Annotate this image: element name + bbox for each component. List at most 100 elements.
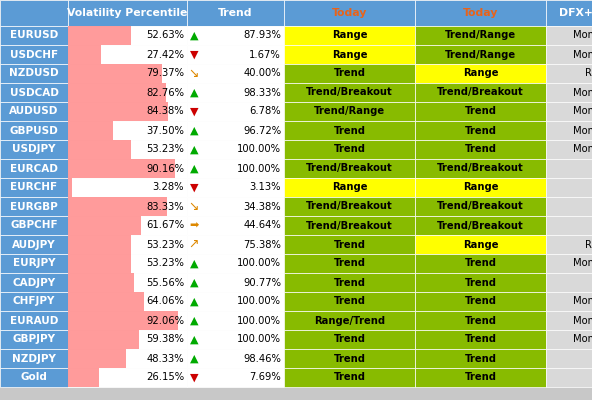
Bar [68, 292, 187, 311]
Text: 59.38%: 59.38% [146, 334, 184, 344]
Text: 90.77%: 90.77% [243, 278, 281, 288]
Bar [415, 330, 546, 349]
Bar [0, 216, 68, 235]
Bar [187, 216, 284, 235]
Text: CADJPY: CADJPY [12, 278, 56, 288]
Bar [415, 368, 546, 387]
Bar [187, 292, 284, 311]
Text: Trend/Breakout: Trend/Breakout [306, 202, 393, 212]
Text: 6.78%: 6.78% [249, 106, 281, 116]
Text: Trend: Trend [333, 334, 365, 344]
Bar [284, 311, 415, 330]
Bar [546, 64, 592, 83]
Text: Trend: Trend [465, 316, 497, 326]
Text: Momentum2: Momentum2 [572, 144, 592, 154]
Text: Momentum2: Momentum2 [572, 126, 592, 136]
Text: 61.67%: 61.67% [146, 220, 184, 230]
Text: Range: Range [332, 30, 367, 40]
Text: ▼: ▼ [190, 182, 198, 192]
Text: 1.67%: 1.67% [249, 50, 281, 60]
Bar [68, 273, 134, 292]
Text: EURCHF: EURCHF [11, 182, 57, 192]
Bar [187, 349, 284, 368]
Text: ▲: ▲ [190, 126, 198, 136]
Bar [0, 311, 68, 330]
Bar [187, 64, 284, 83]
Bar [68, 216, 141, 235]
Text: 3.28%: 3.28% [153, 182, 184, 192]
Bar [415, 178, 546, 197]
Text: Trend: Trend [465, 278, 497, 288]
Bar [68, 159, 187, 178]
Bar [68, 102, 187, 121]
Text: Trend/Breakout: Trend/Breakout [306, 164, 393, 174]
Bar [284, 235, 415, 254]
Text: 83.33%: 83.33% [146, 202, 184, 212]
Bar [68, 197, 187, 216]
Bar [0, 292, 68, 311]
Bar [68, 121, 187, 140]
Bar [546, 140, 592, 159]
Text: Trend/Range: Trend/Range [445, 30, 516, 40]
Text: Trend: Trend [465, 258, 497, 268]
Bar [0, 273, 68, 292]
Bar [0, 330, 68, 349]
Bar [68, 368, 99, 387]
Text: Trend: Trend [333, 354, 365, 364]
Text: Trend: Trend [333, 240, 365, 250]
Text: 96.72%: 96.72% [243, 126, 281, 136]
Text: ▲: ▲ [190, 88, 198, 98]
Bar [68, 254, 187, 273]
Bar [68, 330, 187, 349]
Text: ▲: ▲ [190, 30, 198, 40]
Bar [68, 178, 72, 197]
Text: 100.00%: 100.00% [237, 334, 281, 344]
Bar [546, 330, 592, 349]
Bar [68, 26, 131, 45]
Bar [187, 83, 284, 102]
Text: 100.00%: 100.00% [237, 258, 281, 268]
Text: 55.56%: 55.56% [146, 278, 184, 288]
Bar [546, 235, 592, 254]
Text: Trend: Trend [333, 296, 365, 306]
Text: Trend/Breakout: Trend/Breakout [437, 220, 524, 230]
Bar [187, 330, 284, 349]
Text: DFX+ Strategy: DFX+ Strategy [559, 8, 592, 18]
Bar [0, 349, 68, 368]
Text: ▲: ▲ [190, 354, 198, 364]
Text: 92.06%: 92.06% [146, 316, 184, 326]
Bar [68, 368, 187, 387]
Text: ▲: ▲ [190, 278, 198, 288]
Bar [68, 140, 187, 159]
Bar [546, 102, 592, 121]
Bar [546, 292, 592, 311]
Bar [415, 83, 546, 102]
Text: Trend: Trend [333, 258, 365, 268]
Bar [0, 45, 68, 64]
Bar [187, 178, 284, 197]
Bar [546, 121, 592, 140]
Bar [415, 216, 546, 235]
Text: Momentum2: Momentum2 [572, 334, 592, 344]
Text: Momentum2: Momentum2 [572, 106, 592, 116]
Text: Trend/Breakout: Trend/Breakout [437, 202, 524, 212]
Text: Momentum2: Momentum2 [572, 50, 592, 60]
Bar [546, 0, 592, 26]
Text: ↗: ↗ [189, 238, 200, 251]
Text: 87.93%: 87.93% [243, 30, 281, 40]
Bar [546, 311, 592, 330]
Text: Trend: Trend [465, 372, 497, 382]
Text: 90.16%: 90.16% [146, 164, 184, 174]
Bar [0, 159, 68, 178]
Bar [284, 140, 415, 159]
Bar [0, 121, 68, 140]
Bar [68, 45, 101, 64]
Bar [68, 349, 187, 368]
Text: Trend/Breakout: Trend/Breakout [306, 88, 393, 98]
Text: Trend: Trend [465, 354, 497, 364]
Bar [546, 273, 592, 292]
Bar [284, 216, 415, 235]
Text: Trend: Trend [465, 106, 497, 116]
Text: 98.33%: 98.33% [243, 88, 281, 98]
Bar [415, 273, 546, 292]
